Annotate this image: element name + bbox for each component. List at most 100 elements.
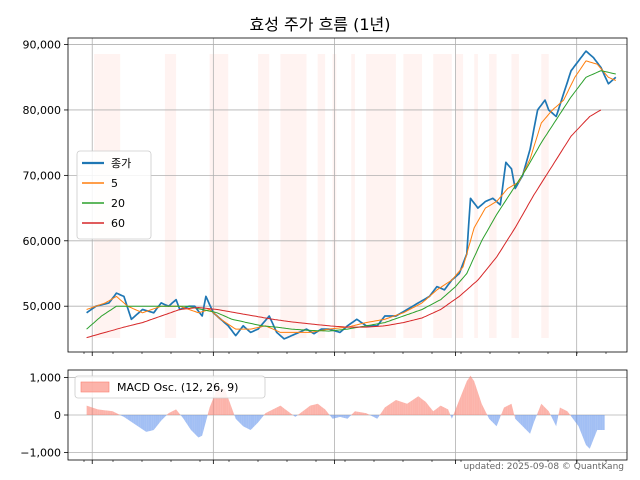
shaded-span: [164, 54, 177, 338]
macd-area-segment: [319, 405, 322, 415]
macd-area-segment: [133, 415, 136, 425]
macd-area-segment: [466, 378, 469, 415]
macd-area-segment: [92, 407, 95, 415]
macd-area-segment: [379, 413, 382, 416]
macd-area-segment: [347, 415, 350, 419]
macd-area-segment: [261, 415, 264, 418]
macd-area-segment: [427, 404, 430, 415]
macd-area-segment: [528, 415, 531, 434]
macd-area-segment: [161, 415, 164, 421]
macd-area-segment: [295, 415, 298, 417]
macd-area-segment: [120, 415, 123, 416]
macd-area-segment: [567, 411, 570, 415]
macd-area-segment: [86, 405, 89, 415]
macd-area-segment: [204, 415, 206, 429]
shaded-span: [258, 54, 270, 338]
macd-area-segment: [457, 400, 460, 415]
macd-area-segment: [140, 415, 143, 430]
macd-area-segment: [571, 415, 573, 419]
macd-area-segment: [472, 378, 475, 415]
macd-area-segment: [530, 415, 532, 434]
macd-area-segment: [502, 407, 505, 415]
macd-area-segment: [163, 415, 165, 419]
macd-area-segment: [250, 415, 253, 430]
macd-area-segment: [420, 397, 423, 415]
macd-area-segment: [299, 412, 301, 415]
macd-area-segment: [550, 415, 553, 419]
macd-area-segment: [174, 409, 177, 415]
macd-area-segment: [99, 409, 102, 415]
macd-area-segment: [246, 415, 249, 430]
macd-area-segment: [509, 403, 512, 415]
macd-area-segment: [574, 415, 577, 424]
macd-area-segment: [477, 392, 480, 415]
macd-area-segment: [358, 411, 361, 415]
series-line-60: [86, 109, 602, 339]
macd-area-segment: [231, 408, 234, 415]
macd-area-segment: [386, 405, 389, 415]
macd-area-segment: [241, 415, 244, 427]
macd-area-segment: [438, 405, 441, 415]
macd-area-segment: [112, 411, 115, 415]
macd-area-segment: [332, 415, 335, 419]
macd-area-segment: [108, 410, 111, 415]
macd-area-segment: [408, 401, 411, 415]
macd-area-segment: [308, 405, 311, 415]
macd-area-segment: [496, 415, 499, 427]
macd-area-segment: [312, 404, 314, 415]
macd-area-segment: [323, 407, 326, 415]
macd-area-segment: [265, 412, 268, 415]
macd-area-segment: [202, 415, 205, 436]
macd-area-segment: [464, 381, 467, 415]
macd-area-segment: [526, 415, 529, 432]
macd-area-segment: [392, 401, 395, 415]
macd-area-segment: [278, 405, 281, 415]
macd-area-segment: [492, 415, 495, 425]
macd-area-segment: [511, 403, 514, 415]
macd-area-segment: [107, 410, 109, 415]
macd-area-segment: [272, 408, 275, 415]
macd-area-segment: [569, 413, 572, 417]
macd-area-segment: [194, 415, 197, 436]
macd-area-segment: [388, 403, 391, 415]
macd-area-segment: [136, 415, 139, 427]
macd-area-segment: [149, 415, 152, 431]
macd-area-segment: [373, 415, 376, 418]
y-tick-label: 80,000: [23, 104, 62, 117]
macd-area-segment: [302, 409, 305, 415]
bottom-legend: MACD Osc. (12, 26, 9): [74, 375, 266, 399]
macd-area-segment: [271, 409, 273, 415]
macd-area-segment: [176, 409, 178, 415]
macd-area-segment: [123, 415, 126, 419]
shaded-span: [366, 54, 396, 338]
macd-area-segment: [198, 415, 201, 438]
macd-area-segment: [343, 415, 346, 419]
macd-area-segment: [88, 406, 91, 415]
macd-area-segment: [448, 409, 450, 415]
macd-area-segment: [183, 415, 186, 422]
macd-area-segment: [354, 411, 357, 415]
macd-area-segment: [207, 407, 210, 415]
macd-area-segment: [578, 415, 581, 431]
macd-area-segment: [256, 415, 259, 425]
shaded-span: [474, 54, 478, 338]
chart-title: 효성 주가 흐름 (1년): [250, 15, 391, 34]
macd-area-segment: [351, 413, 354, 415]
macd-area-segment: [94, 408, 96, 415]
macd-area-segment: [263, 413, 266, 416]
macd-area-segment: [315, 403, 318, 415]
macd-area-segment: [200, 415, 203, 437]
macd-area-segment: [159, 415, 162, 423]
macd-area-segment: [116, 413, 119, 415]
legend-box: [76, 150, 152, 240]
macd-area-segment: [135, 415, 137, 426]
macd-area-segment: [282, 407, 285, 415]
macd-area-segment: [587, 415, 590, 449]
macd-area-segment: [479, 398, 482, 415]
macd-area-segment: [235, 415, 238, 421]
macd-area-segment: [239, 415, 242, 425]
macd-area-segment: [397, 400, 400, 415]
macd-area-segment: [377, 415, 380, 419]
macd-area-segment: [228, 398, 231, 415]
